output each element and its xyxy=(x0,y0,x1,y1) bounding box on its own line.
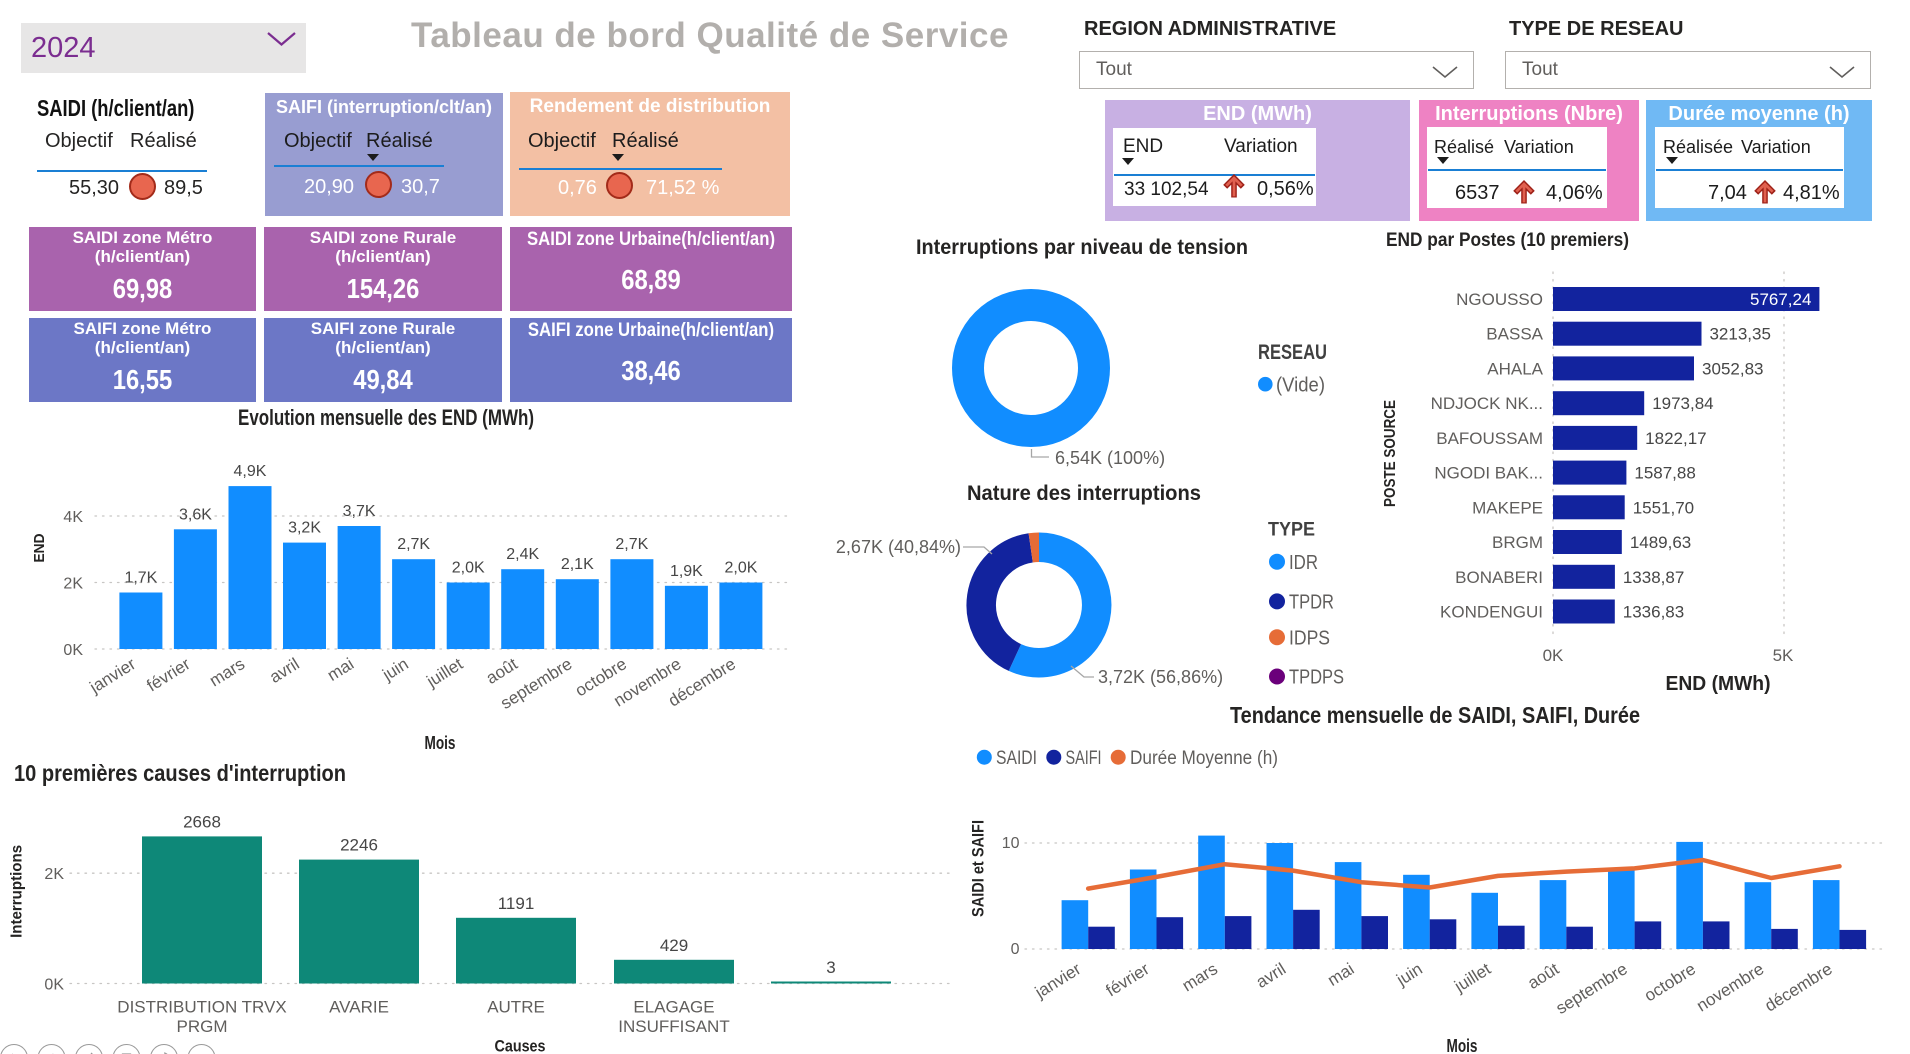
svg-text:2246: 2246 xyxy=(340,836,378,855)
svg-text:NGODI BAK...: NGODI BAK... xyxy=(1434,464,1543,483)
svg-text:1551,70: 1551,70 xyxy=(1633,498,1694,517)
svg-text:2,7K: 2,7K xyxy=(397,536,430,553)
svg-text:février: février xyxy=(1102,959,1152,1000)
svg-text:septembre: septembre xyxy=(1553,959,1631,1018)
svg-text:3,7K: 3,7K xyxy=(343,503,376,520)
svg-text:Nature des interruptions: Nature des interruptions xyxy=(967,482,1201,505)
svg-text:août: août xyxy=(1524,959,1562,993)
svg-text:décembre: décembre xyxy=(1761,959,1835,1015)
svg-text:10 premières causes d'interrup: 10 premières causes d'interruption xyxy=(14,760,346,786)
svg-text:janvier: janvier xyxy=(86,654,140,697)
svg-text:MAKEPE: MAKEPE xyxy=(1472,498,1543,517)
svg-text:2,0K: 2,0K xyxy=(724,560,757,577)
svg-text:BONABERI: BONABERI xyxy=(1455,568,1543,587)
svg-text:END: END xyxy=(31,533,48,562)
svg-text:TYPE: TYPE xyxy=(1268,520,1315,541)
svg-text:janvier: janvier xyxy=(1031,959,1085,1002)
svg-text:TPDPS: TPDPS xyxy=(1289,667,1344,689)
svg-text:2,7K: 2,7K xyxy=(615,536,648,553)
svg-text:2,4K: 2,4K xyxy=(506,546,539,563)
svg-text:BRGM: BRGM xyxy=(1492,533,1543,552)
svg-text:0K: 0K xyxy=(63,642,83,659)
svg-text:mars: mars xyxy=(206,654,248,690)
svg-text:AVARIE: AVARIE xyxy=(329,998,389,1017)
svg-text:NDJOCK NK...: NDJOCK NK... xyxy=(1431,394,1543,413)
svg-text:février: février xyxy=(143,654,193,695)
svg-text:1338,87: 1338,87 xyxy=(1623,568,1684,587)
svg-text:3,6K: 3,6K xyxy=(179,506,212,523)
svg-text:SAIFI: SAIFI xyxy=(1066,748,1102,769)
svg-text:TPDR: TPDR xyxy=(1289,592,1334,614)
svg-text:mars: mars xyxy=(1179,959,1221,995)
svg-text:2,67K (40,84%): 2,67K (40,84%) xyxy=(836,537,961,557)
svg-text:novembre: novembre xyxy=(1693,959,1767,1015)
svg-text:2,1K: 2,1K xyxy=(561,556,594,573)
svg-text:1973,84: 1973,84 xyxy=(1652,394,1713,413)
svg-text:SAIDI et SAIFI: SAIDI et SAIFI xyxy=(968,820,987,917)
svg-text:ELAGAGE: ELAGAGE xyxy=(633,998,714,1017)
svg-text:2K: 2K xyxy=(63,576,83,593)
svg-text:5K: 5K xyxy=(1773,646,1794,665)
svg-text:3,72K (56,86%): 3,72K (56,86%) xyxy=(1098,667,1223,687)
svg-text:NGOUSSO: NGOUSSO xyxy=(1456,290,1543,309)
svg-text:3,2K: 3,2K xyxy=(288,520,321,537)
svg-text:AHALA: AHALA xyxy=(1487,359,1543,378)
svg-text:2,0K: 2,0K xyxy=(452,560,485,577)
svg-text:5767,24: 5767,24 xyxy=(1750,290,1811,309)
svg-text:Interruptions: Interruptions xyxy=(9,845,26,938)
svg-text:avril: avril xyxy=(1253,959,1290,992)
svg-text:3: 3 xyxy=(826,958,835,977)
svg-text:Interruptions par niveau de te: Interruptions par niveau de tension xyxy=(916,236,1248,259)
svg-text:INSUFFISANT: INSUFFISANT xyxy=(618,1017,729,1036)
svg-text:2K: 2K xyxy=(44,866,64,883)
svg-text:0K: 0K xyxy=(1543,646,1564,665)
svg-text:avril: avril xyxy=(266,654,303,687)
svg-text:1489,63: 1489,63 xyxy=(1630,533,1691,552)
svg-text:1822,17: 1822,17 xyxy=(1645,429,1706,448)
svg-text:juin: juin xyxy=(1392,959,1425,990)
svg-text:Durée Moyenne (h): Durée Moyenne (h) xyxy=(1130,748,1278,769)
svg-text:AUTRE: AUTRE xyxy=(487,998,545,1017)
svg-text:juin: juin xyxy=(378,654,411,685)
svg-text:4,9K: 4,9K xyxy=(234,463,267,480)
svg-text:octobre: octobre xyxy=(1641,959,1699,1005)
svg-text:IDPS: IDPS xyxy=(1289,627,1330,649)
svg-text:1336,83: 1336,83 xyxy=(1623,602,1684,621)
svg-text:1587,88: 1587,88 xyxy=(1634,464,1695,483)
svg-text:POSTE SOURCE: POSTE SOURCE xyxy=(1382,400,1399,507)
svg-text:Evolution mensuelle des END (M: Evolution mensuelle des END (MWh) xyxy=(238,405,534,430)
svg-text:4K: 4K xyxy=(63,509,83,526)
svg-text:PRGM: PRGM xyxy=(177,1017,228,1036)
svg-text:KONDENGUI: KONDENGUI xyxy=(1440,602,1543,621)
svg-text:Tendance mensuelle de SAIDI, S: Tendance mensuelle de SAIDI, SAIFI, Duré… xyxy=(1230,702,1640,728)
svg-text:1,9K: 1,9K xyxy=(670,563,703,580)
svg-text:1,7K: 1,7K xyxy=(124,569,157,586)
svg-text:IDR: IDR xyxy=(1289,552,1318,574)
svg-text:mai: mai xyxy=(1324,959,1357,990)
svg-text:août: août xyxy=(483,654,521,688)
svg-text:Mois: Mois xyxy=(1447,1036,1478,1054)
svg-text:END par Postes (10 premiers): END par Postes (10 premiers) xyxy=(1386,230,1629,251)
svg-text:1191: 1191 xyxy=(498,894,535,913)
svg-text:SAIDI: SAIDI xyxy=(996,748,1037,769)
svg-text:2668: 2668 xyxy=(183,812,221,831)
svg-text:0: 0 xyxy=(1011,941,1020,958)
svg-text:10: 10 xyxy=(1002,835,1020,852)
svg-text:0K: 0K xyxy=(44,977,64,994)
svg-text:END (MWh): END (MWh) xyxy=(1666,673,1771,695)
svg-text:juillet: juillet xyxy=(423,654,467,691)
svg-text:DISTRIBUTION TRVX: DISTRIBUTION TRVX xyxy=(117,998,286,1017)
svg-text:3052,83: 3052,83 xyxy=(1702,359,1763,378)
svg-text:3213,35: 3213,35 xyxy=(1709,325,1770,344)
svg-text:(Vide): (Vide) xyxy=(1276,375,1325,397)
svg-text:Causes: Causes xyxy=(495,1037,546,1054)
svg-text:RESEAU: RESEAU xyxy=(1258,341,1327,364)
svg-text:BAFOUSSAM: BAFOUSSAM xyxy=(1436,429,1543,448)
svg-text:juillet: juillet xyxy=(1450,959,1494,996)
svg-text:429: 429 xyxy=(660,936,688,955)
svg-text:BASSA: BASSA xyxy=(1486,325,1543,344)
svg-text:6,54K (100%): 6,54K (100%) xyxy=(1055,448,1165,468)
svg-text:mai: mai xyxy=(324,654,357,685)
svg-text:Mois: Mois xyxy=(425,733,456,753)
